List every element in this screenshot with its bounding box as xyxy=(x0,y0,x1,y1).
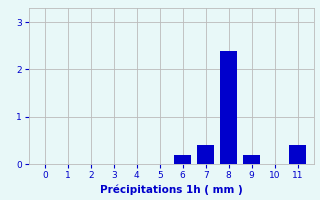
X-axis label: Précipitations 1h ( mm ): Précipitations 1h ( mm ) xyxy=(100,184,243,195)
Bar xyxy=(174,155,191,164)
Bar xyxy=(220,51,237,164)
Bar xyxy=(289,145,306,164)
Bar xyxy=(243,155,260,164)
Bar xyxy=(197,145,214,164)
